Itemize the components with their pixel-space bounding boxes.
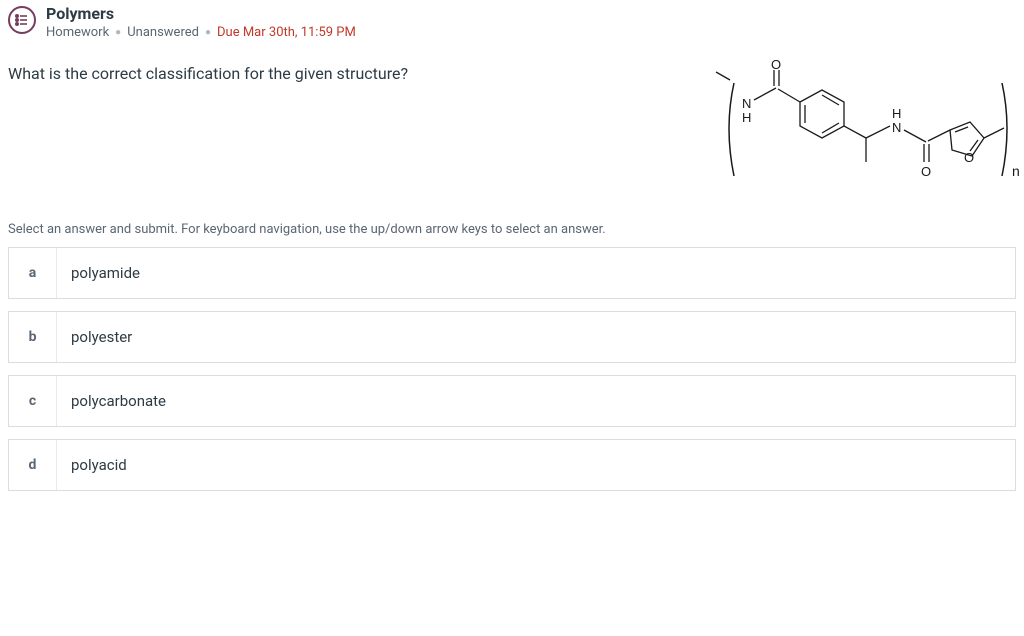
label-N: N (892, 120, 901, 135)
option-text: polyester (57, 312, 132, 362)
option-text: polyacid (57, 440, 127, 490)
option-text: polyamide (57, 248, 140, 298)
label-H: H (742, 110, 751, 125)
question-text: What is the correct classification for t… (8, 58, 408, 83)
multiple-choice-icon (8, 6, 36, 34)
label-O: O (964, 150, 974, 165)
question-title: Polymers (46, 4, 356, 23)
due-label: Due Mar 30th, 11:59 PM (217, 25, 356, 40)
option-letter: a (9, 248, 57, 298)
option-letter: c (9, 376, 57, 426)
option-text: polycarbonate (57, 376, 166, 426)
separator-dot: ● (205, 27, 211, 38)
option-c[interactable]: c polycarbonate (8, 375, 1016, 427)
question-row: What is the correct classification for t… (0, 40, 1024, 198)
separator-dot: ● (115, 27, 121, 38)
title-block: Polymers Homework ● Unanswered ● Due Mar… (46, 4, 356, 40)
question-header: Polymers Homework ● Unanswered ● Due Mar… (0, 0, 1024, 40)
option-letter: d (9, 440, 57, 490)
label-O: O (921, 164, 931, 179)
option-b[interactable]: b polyester (8, 311, 1016, 363)
option-a[interactable]: a polyamide (8, 247, 1016, 299)
option-d[interactable]: d polyacid (8, 439, 1016, 491)
label-n: n (1012, 163, 1020, 179)
label-O: O (771, 58, 781, 72)
category-label: Homework (46, 25, 109, 40)
answer-options: a polyamide b polyester c polycarbonate … (0, 247, 1024, 499)
option-letter: b (9, 312, 57, 362)
meta-row: Homework ● Unanswered ● Due Mar 30th, 11… (46, 25, 356, 40)
label-N: N (742, 96, 751, 111)
chemical-structure-image: N H O H N (712, 58, 1022, 198)
status-label: Unanswered (127, 25, 199, 40)
instructions-text: Select an answer and submit. For keyboar… (0, 198, 1024, 247)
label-H: H (892, 106, 901, 121)
